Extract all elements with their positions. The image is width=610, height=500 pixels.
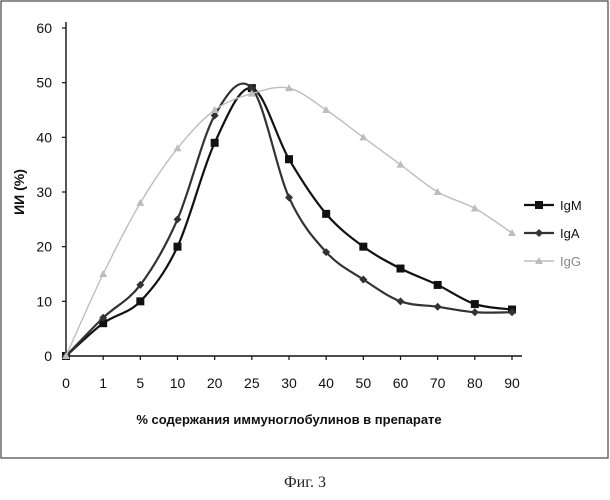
legend-marker-igg: [535, 257, 543, 264]
data-point-igg: [433, 188, 442, 195]
series-line-igm: [65, 87, 513, 357]
x-tick-label: 40: [318, 375, 334, 391]
data-point-igm: [359, 242, 368, 251]
data-point-iga: [396, 297, 405, 306]
y-tick-label: 40: [36, 129, 52, 145]
data-point-iga: [433, 302, 442, 311]
data-point-iga: [210, 111, 219, 120]
data-point-igg: [99, 270, 108, 277]
x-tick-label: 80: [467, 375, 483, 391]
data-point-iga: [508, 308, 516, 317]
data-point-igg: [470, 204, 479, 212]
data-point-igm: [99, 319, 108, 328]
y-tick-label: 10: [36, 293, 52, 309]
data-point-igg: [62, 352, 70, 359]
figure-caption: Фиг. 3: [284, 474, 326, 491]
y-tick-label: 60: [36, 20, 52, 36]
data-point-igm: [433, 280, 442, 289]
data-point-igm: [173, 242, 182, 251]
series-line-iga: [65, 82, 513, 357]
data-point-igg: [210, 106, 219, 113]
data-point-igm: [285, 155, 293, 164]
data-point-igg: [508, 229, 516, 236]
data-point-iga: [99, 313, 108, 322]
data-point-igg: [396, 160, 405, 168]
x-tick-label: 70: [430, 375, 446, 391]
data-point-igm: [210, 138, 219, 147]
x-tick-label: 5: [136, 375, 144, 391]
x-tick-label: 60: [393, 375, 409, 391]
y-tick-label: 50: [36, 75, 52, 91]
data-point-iga: [173, 215, 182, 224]
data-point-iga: [285, 193, 293, 202]
legend-marker-iga: [535, 229, 543, 237]
y-tick-label: 0: [44, 348, 52, 364]
data-point-iga: [322, 248, 331, 257]
chart-border: [0, 0, 609, 459]
data-point-igm: [136, 297, 145, 306]
y-tick-label: 30: [36, 184, 52, 200]
legend-label-igg: IgG: [560, 254, 581, 269]
data-point-igg: [247, 89, 256, 97]
figure-frame: 0 10 20 30 40 50 60 0 1 5 10 20 25 30 40 50 60 70 80 90 ИИ (…: [0, 0, 609, 459]
y-tick-label: 20: [36, 239, 52, 255]
data-point-iga: [359, 275, 368, 284]
x-tick-label: 30: [281, 375, 297, 391]
x-tick-label: 90: [504, 375, 520, 391]
data-point-igg: [359, 133, 368, 141]
legend-marker-igm: [535, 201, 543, 209]
data-point-igg: [173, 144, 182, 152]
data-point-igg: [285, 84, 293, 92]
data-point-igm: [396, 264, 405, 273]
data-point-iga: [247, 84, 256, 93]
x-tick-label: 20: [207, 375, 223, 391]
legend-label-iga: IgA: [560, 226, 580, 241]
data-point-igm: [322, 209, 331, 218]
data-point-igm: [470, 300, 479, 309]
y-axis-label: ИИ (%): [11, 169, 27, 215]
line-chart: 0 10 20 30 40 50 60 0 1 5 10 20 25 30 40 50 60 70 80 90 ИИ (…: [0, 0, 609, 459]
x-tick-label: 10: [170, 375, 186, 391]
legend-label-igm: IgM: [560, 198, 582, 213]
data-point-iga: [470, 308, 479, 317]
data-point-igg: [322, 106, 331, 113]
x-tick-label: 0: [62, 375, 70, 391]
x-tick-label: 50: [356, 375, 372, 391]
x-tick-label: 25: [244, 375, 260, 391]
series-line-igg: [65, 86, 513, 357]
data-point-igg: [136, 198, 145, 206]
data-point-iga: [136, 280, 145, 289]
x-tick-label: 1: [99, 375, 107, 391]
x-axis-label: % содержания иммуноглобулинов в препарат…: [136, 412, 441, 427]
